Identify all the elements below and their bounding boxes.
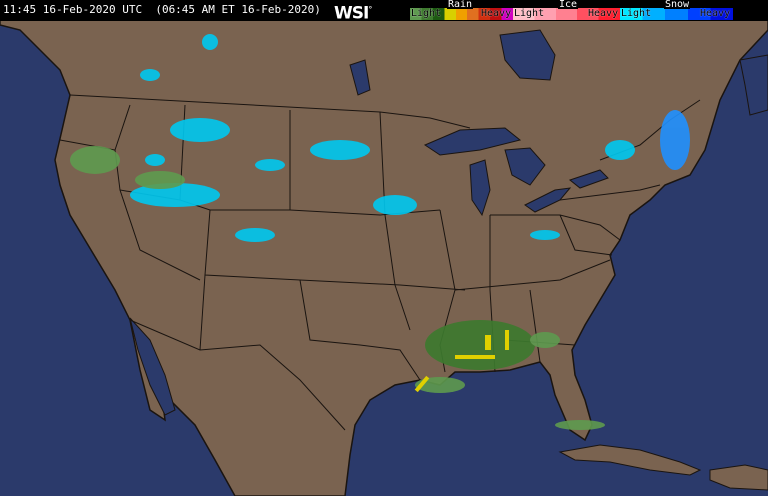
precip-snow bbox=[130, 34, 690, 242]
legend-snow-light: Light bbox=[621, 8, 652, 19]
legend-ice-title: Ice bbox=[558, 0, 579, 10]
precip-heavy-rain bbox=[414, 330, 509, 393]
legend-ice bbox=[513, 8, 620, 20]
map-canvas bbox=[0, 21, 768, 496]
cuba bbox=[558, 444, 702, 476]
legend-snow bbox=[620, 8, 733, 20]
legend-rain-title: Rain bbox=[447, 0, 474, 10]
legend-ice-light: Light bbox=[514, 8, 545, 19]
legend-snow-heavy: Heavy bbox=[700, 8, 731, 19]
gulf-of-california bbox=[129, 317, 176, 416]
legend-rain-light: Light bbox=[411, 8, 442, 19]
legend-rain bbox=[410, 8, 513, 20]
great-lakes bbox=[349, 29, 768, 217]
legend-ice-heavy: Heavy bbox=[588, 8, 619, 19]
north-america-land bbox=[0, 21, 768, 496]
hispaniola bbox=[709, 464, 768, 491]
header-bar: 11:45 16-Feb-2020 UTC (06:45 AM ET 16-Fe… bbox=[0, 0, 768, 24]
legend-rain-heavy: Heavy bbox=[481, 8, 512, 19]
timestamp: 11:45 16-Feb-2020 UTC (06:45 AM ET 16-Fe… bbox=[3, 3, 321, 16]
legend-snow-title: Snow bbox=[664, 0, 691, 10]
wsi-logo: WSI° bbox=[334, 3, 372, 24]
